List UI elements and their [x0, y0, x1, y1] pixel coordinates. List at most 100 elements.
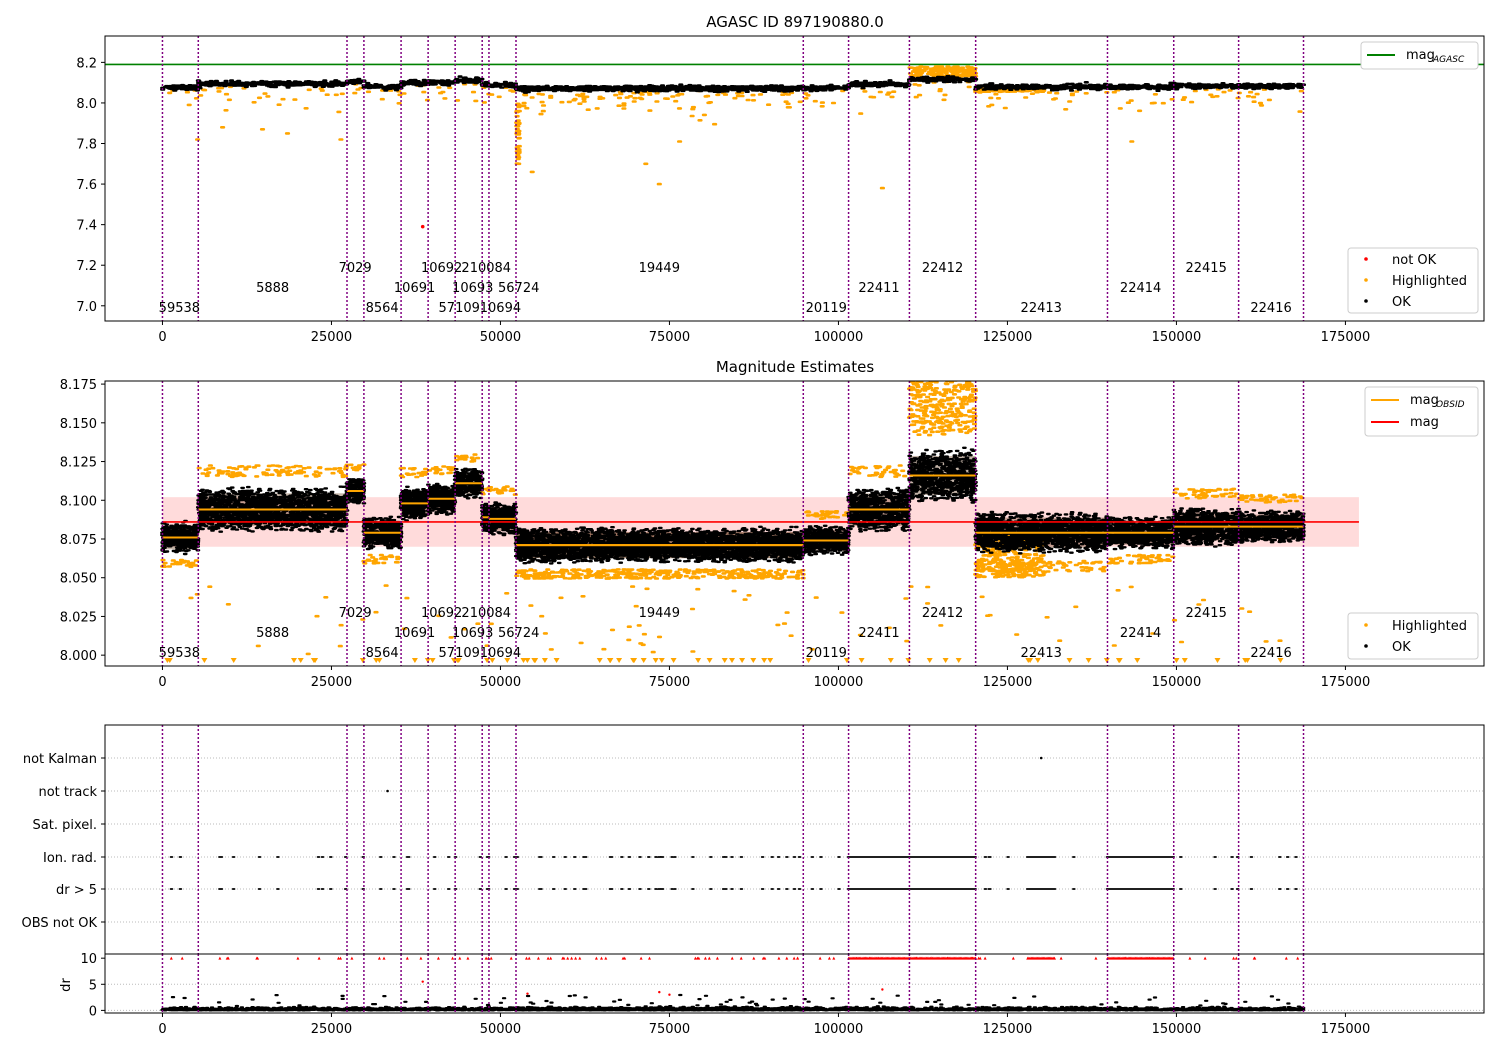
plot-area: [105, 954, 1484, 1013]
x-tick-label: 100000: [814, 675, 864, 690]
legend-marker: [1364, 644, 1368, 648]
legend-marker: [1364, 257, 1368, 261]
ok-points: [160, 74, 1306, 94]
flag-point: [386, 789, 389, 793]
plot-area: [105, 36, 1484, 321]
y-tick-label: 7.8: [76, 138, 97, 153]
x-tick-label: 50000: [480, 330, 521, 345]
obsid-label: 22412: [922, 261, 963, 276]
obsid-label: 5888: [256, 626, 289, 641]
legend-marker: [1364, 299, 1368, 303]
obsid-label: 22411: [858, 281, 899, 296]
legend-marker: [1364, 623, 1368, 627]
legend-box: [1360, 41, 1479, 70]
y-tick-label: 0: [89, 1004, 97, 1019]
flag-row-label: dr > 5: [56, 883, 97, 898]
x-tick-label: 150000: [1152, 330, 1202, 345]
y-tick-label: 8.025: [60, 610, 97, 625]
flag-points: [169, 856, 1298, 890]
obsid-label: 19449: [639, 261, 680, 276]
obsid-label: 210084: [461, 261, 511, 276]
flag-point: [1039, 756, 1043, 760]
legend-label: mag: [1410, 393, 1439, 408]
legend-label: mag: [1410, 415, 1439, 430]
obsid-label: 59538: [159, 646, 200, 661]
flags-axes: not Kalman not track Sat. pixel. Ion. rad. d…: [22, 724, 1485, 955]
obsid-label: 22414: [1120, 281, 1161, 296]
obsid-label: 210084: [461, 606, 511, 621]
x-tick-label: 25000: [311, 675, 352, 690]
obsid-label: 56724: [498, 626, 539, 641]
top-frame: [104, 35, 1485, 322]
obsid-label: 8564: [366, 646, 399, 661]
flag-row-label: not track: [38, 785, 97, 800]
obsid-label: 7029: [339, 606, 372, 621]
obsid-label: 7029: [339, 261, 372, 276]
flag-row-label: OBS not OK: [22, 916, 98, 931]
flag-row-label: Ion. rad.: [43, 851, 97, 866]
legend-status: not OK Highlighted OK: [1347, 247, 1479, 314]
dr-outlier: [526, 992, 529, 995]
obsid-label: 22415: [1185, 606, 1226, 621]
obsid-label: 56724: [498, 281, 539, 296]
y-tick-label: 8.075: [60, 533, 97, 548]
legend-marker: [1364, 278, 1368, 282]
legend-label: OK: [1392, 640, 1411, 655]
y-tick-label: 8.000: [60, 649, 97, 664]
x-tick-label: 0: [158, 1022, 166, 1037]
dr-outlier: [658, 990, 661, 994]
y-tick-label: 8.2: [76, 56, 97, 71]
dr-outlier: [668, 993, 671, 996]
obsid-label: 5888: [256, 281, 289, 296]
obsid-label: 8564: [366, 301, 399, 316]
y-tick-label: 5: [89, 978, 97, 993]
highlighted-points: [160, 381, 1305, 656]
x-tick-label: 100000: [814, 1022, 864, 1037]
obsid-label: 57109: [439, 646, 480, 661]
obsid-label: 57109: [439, 301, 480, 316]
flag-row-label: not Kalman: [23, 752, 97, 767]
obsid-label: 10692: [421, 606, 462, 621]
x-tick-label: 125000: [983, 675, 1033, 690]
y-tick-label: 8.0: [76, 97, 97, 112]
x-tick-label: 75000: [649, 675, 690, 690]
obsid-label: 20119: [806, 646, 847, 661]
legend-box: [1347, 612, 1479, 660]
y-tick-label: 8.125: [60, 456, 97, 471]
obsid-label: 22413: [1021, 301, 1062, 316]
dr-points: [160, 993, 1306, 1012]
y-tick-label: 8.050: [60, 572, 97, 587]
dr-ylabel: dr: [59, 978, 74, 992]
obsid-label: 22416: [1250, 646, 1291, 661]
obsid-label: 10693: [452, 281, 493, 296]
obsid-label: 59538: [159, 301, 200, 316]
dr-outlier: [881, 988, 884, 991]
plot-area: [105, 725, 1484, 954]
x-tick-label: 25000: [311, 330, 352, 345]
top-axes: 59538 5888 7029 8564 10691 10692 57109 10693 210…: [76, 35, 1485, 345]
legend-label: mag: [1406, 48, 1435, 63]
x-tick-label: 75000: [649, 1022, 690, 1037]
x-tick-label: 175000: [1321, 1022, 1371, 1037]
x-tick-label: 125000: [983, 330, 1033, 345]
y-tick-label: 8.100: [60, 494, 97, 509]
x-tick-label: 100000: [814, 330, 864, 345]
x-tick-label: 150000: [1152, 1022, 1202, 1037]
legend-label: Highlighted: [1392, 619, 1467, 634]
y-tick-label: 7.6: [76, 178, 97, 193]
legend-box: [1347, 247, 1479, 314]
obsid-label: 10692: [421, 261, 462, 276]
obsid-label: 10693: [452, 626, 493, 641]
obsid-label: 22413: [1021, 646, 1062, 661]
x-tick-label: 0: [158, 330, 166, 345]
legend-label: Highlighted: [1392, 274, 1467, 289]
dr-outlier: [421, 980, 424, 983]
x-tick-label: 175000: [1321, 675, 1371, 690]
obsid-label: 10691: [394, 626, 435, 641]
off-scale-markers: [164, 658, 1284, 663]
middle-plot: [160, 381, 1359, 663]
legend-sub: AGASC: [1432, 55, 1465, 65]
obsid-label: 10691: [394, 281, 435, 296]
